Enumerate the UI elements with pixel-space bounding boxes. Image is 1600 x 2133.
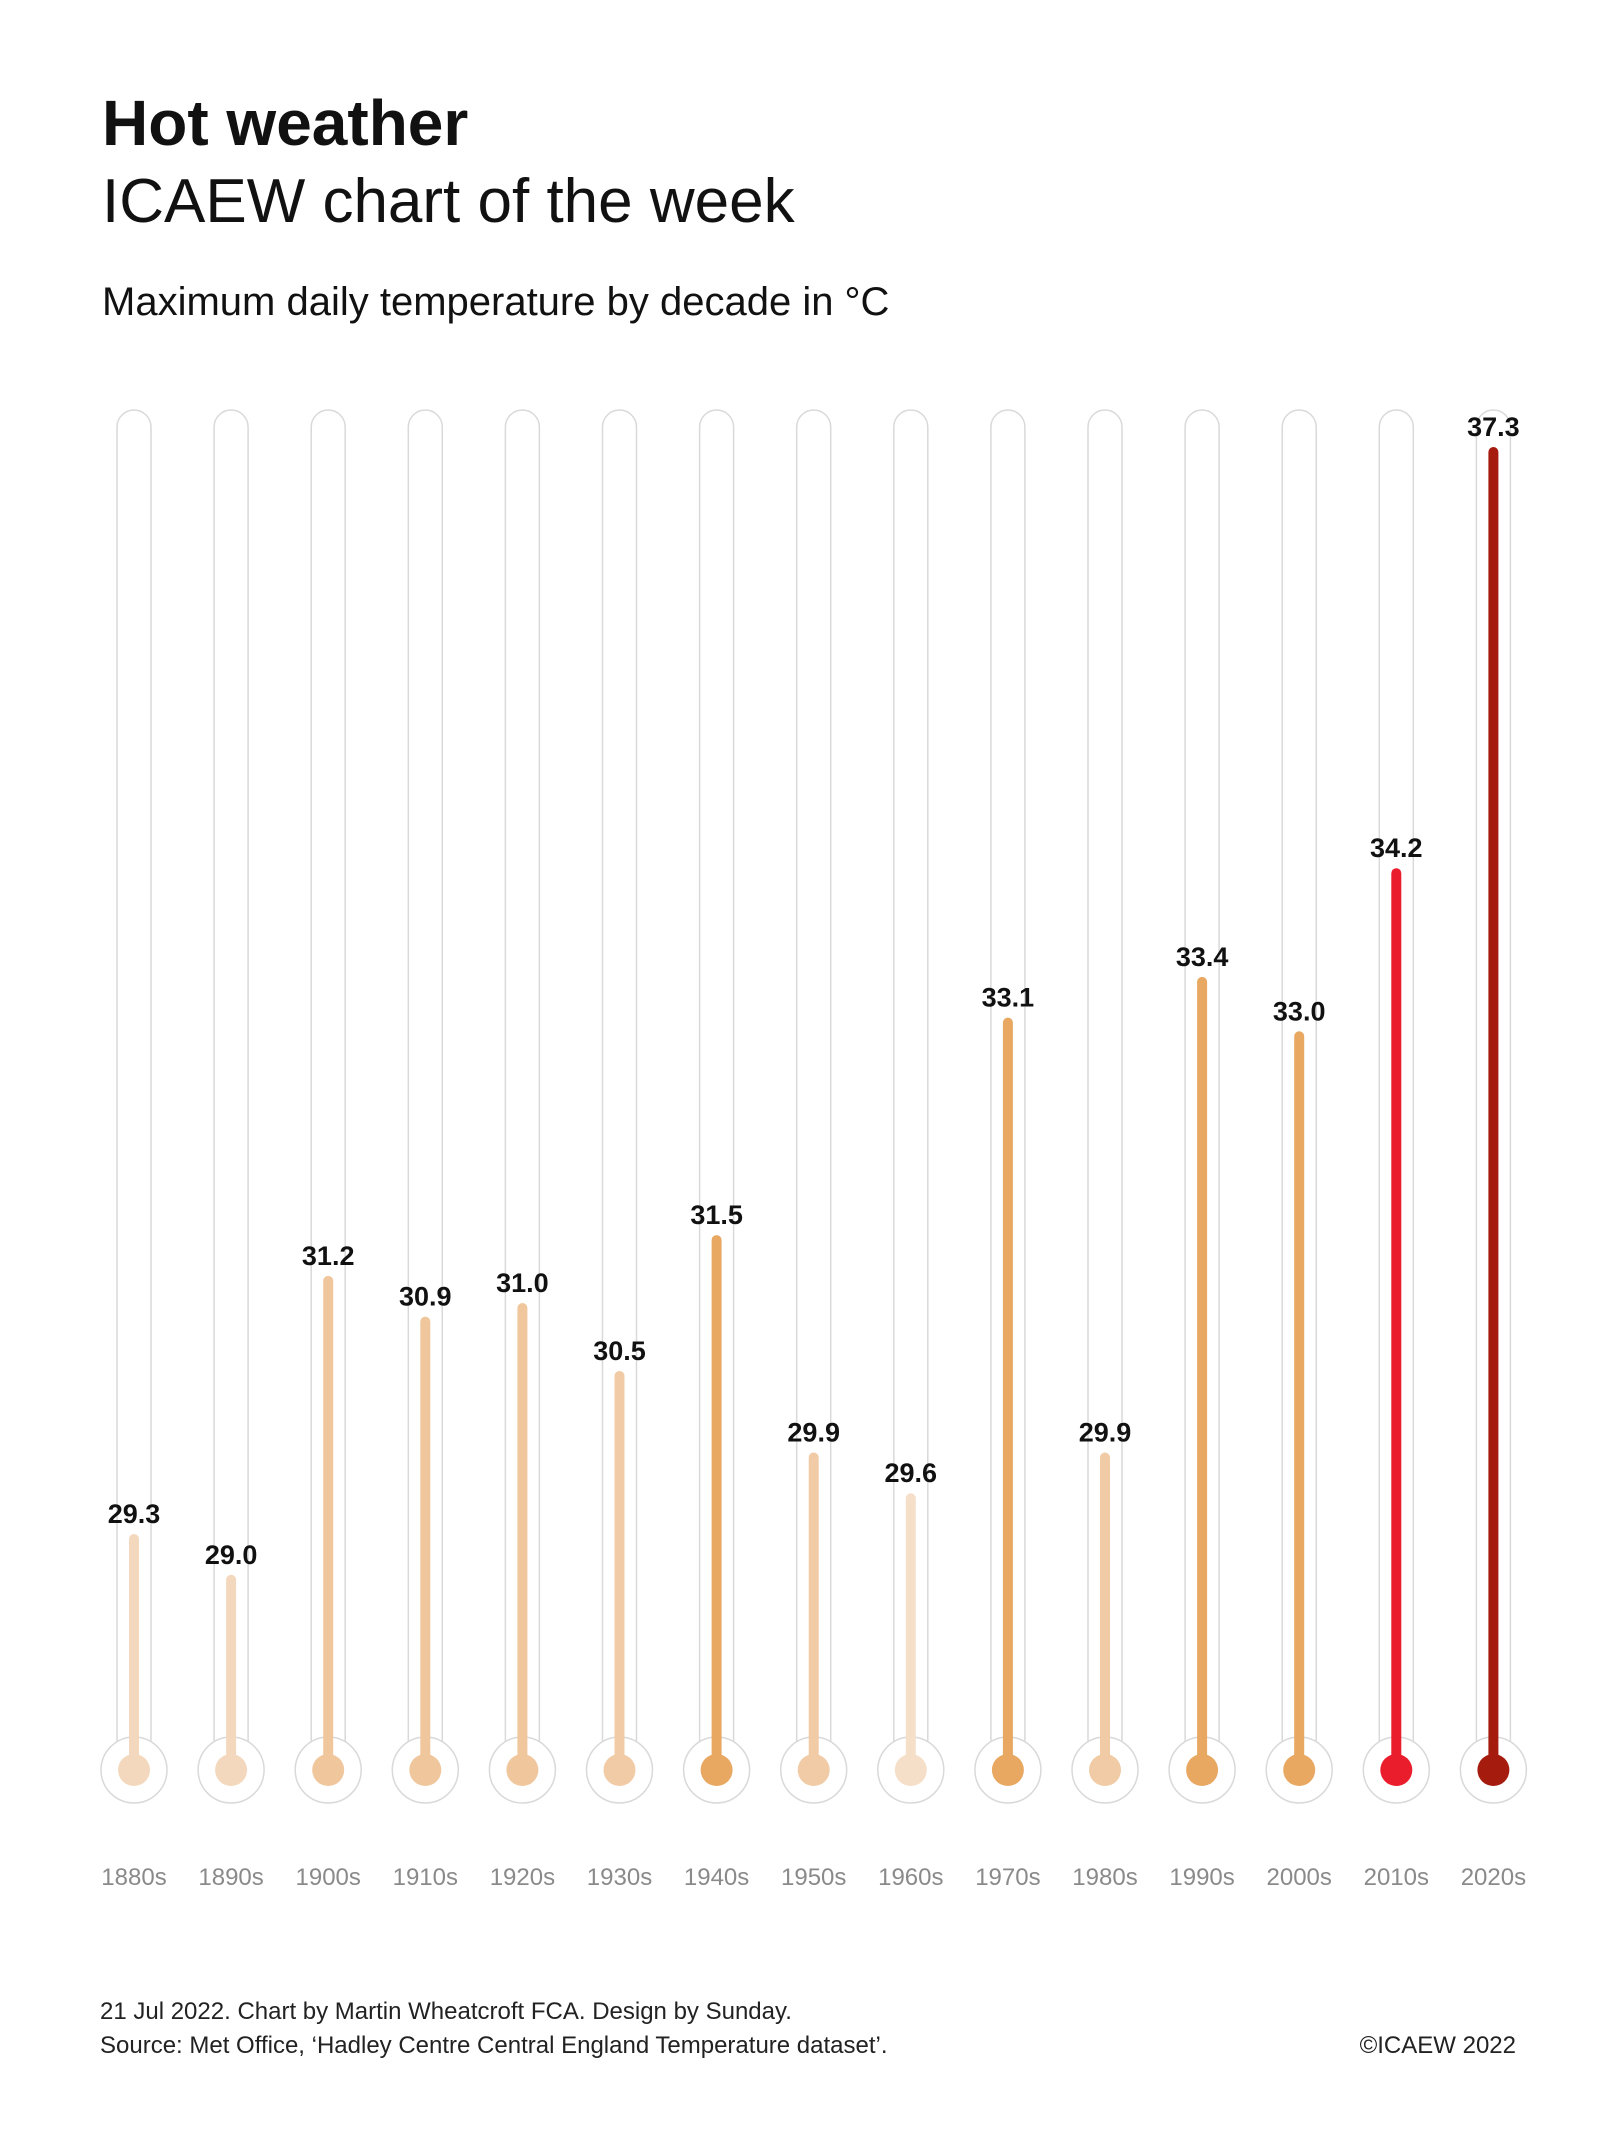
value-label-1890s: 29.0 [205,1540,258,1570]
bulb-1880s [118,1754,150,1786]
bulb-1890s [215,1754,248,1786]
chart-title: Maximum daily temperature by decade in °… [102,280,890,324]
bulb-1940s [700,1754,733,1786]
value-label-1960s: 29.6 [885,1458,938,1488]
thermometer-outline [601,409,638,1746]
decade-label-1920s: 1920s [490,1864,555,1891]
decade-label-2000s: 2000s [1267,1864,1332,1891]
bulb-1910s [409,1754,442,1786]
bulb-1950s [797,1754,830,1786]
thermometer-outline [1475,409,1512,1746]
thermometer-outline [407,409,444,1746]
decade-label-2020s: 2020s [1461,1864,1526,1891]
value-label-1910s: 30.9 [399,1282,452,1312]
bulb-1900s [312,1754,345,1786]
footer-credits: 21 Jul 2022. Chart by Martin Wheatcroft … [100,1998,792,2025]
thermometer-outline [504,409,541,1746]
value-label-1950s: 29.9 [787,1417,840,1447]
value-label-2010s: 34.2 [1370,833,1423,863]
page-title: Hot weather [102,87,469,159]
thermometer-outline [1184,409,1220,1746]
value-label-1920s: 31.0 [496,1268,549,1298]
footer-source: Source: Met Office, ‘Hadley Centre Centr… [100,2032,888,2059]
value-label-1970s: 33.1 [982,983,1035,1013]
thermometer-outline [795,409,832,1746]
bulb-2010s [1380,1754,1413,1786]
decade-label-1990s: 1990s [1169,1864,1234,1891]
decade-label-1960s: 1960s [878,1864,943,1891]
thermometer-outline [1378,409,1415,1746]
decade-label-1900s: 1900s [296,1864,361,1891]
footer-copyright: ©ICAEW 2022 [1359,2032,1516,2059]
thermometer-outline [116,409,152,1746]
thermometer-outline [990,409,1026,1746]
decade-label-2010s: 2010s [1364,1864,1429,1891]
thermometer-outline [698,409,735,1746]
value-label-1880s: 29.3 [108,1499,161,1529]
thermometer-outline [893,409,929,1746]
bulb-1930s [603,1754,636,1786]
value-label-2000s: 33.0 [1273,996,1326,1026]
decade-label-1950s: 1950s [781,1864,846,1891]
decade-label-1910s: 1910s [393,1864,458,1891]
bulb-2020s [1477,1754,1510,1786]
bulb-1920s [506,1754,539,1786]
bulb-2000s [1283,1754,1316,1786]
decade-label-1970s: 1970s [975,1864,1040,1891]
value-label-2020s: 37.3 [1467,412,1520,442]
value-label-1900s: 31.2 [302,1241,355,1271]
thermometer-outline [213,409,249,1746]
page-subtitle: ICAEW chart of the week [102,167,795,236]
bulb-1990s [1186,1754,1219,1786]
bulb-1960s [894,1754,927,1786]
thermometer-outline [1087,409,1123,1746]
value-label-1980s: 29.9 [1079,1417,1132,1447]
decade-label-1890s: 1890s [198,1864,263,1891]
decade-label-1930s: 1930s [587,1864,652,1891]
thermometer-outline [310,409,346,1746]
decade-label-1980s: 1980s [1072,1864,1137,1891]
bulb-1970s [991,1754,1024,1786]
value-label-1990s: 33.4 [1176,942,1229,972]
thermometer-chart: 29.3 1880s 29.0 1890s 31.2 1900s 30.9 1910s 31.0… [100,409,1528,1891]
value-label-1940s: 31.5 [690,1200,743,1230]
thermometer-outline [1281,409,1317,1746]
decade-label-1940s: 1940s [684,1864,749,1891]
value-label-1930s: 30.5 [593,1336,646,1366]
decade-label-1880s: 1880s [101,1864,166,1891]
bulb-1980s [1089,1754,1121,1786]
